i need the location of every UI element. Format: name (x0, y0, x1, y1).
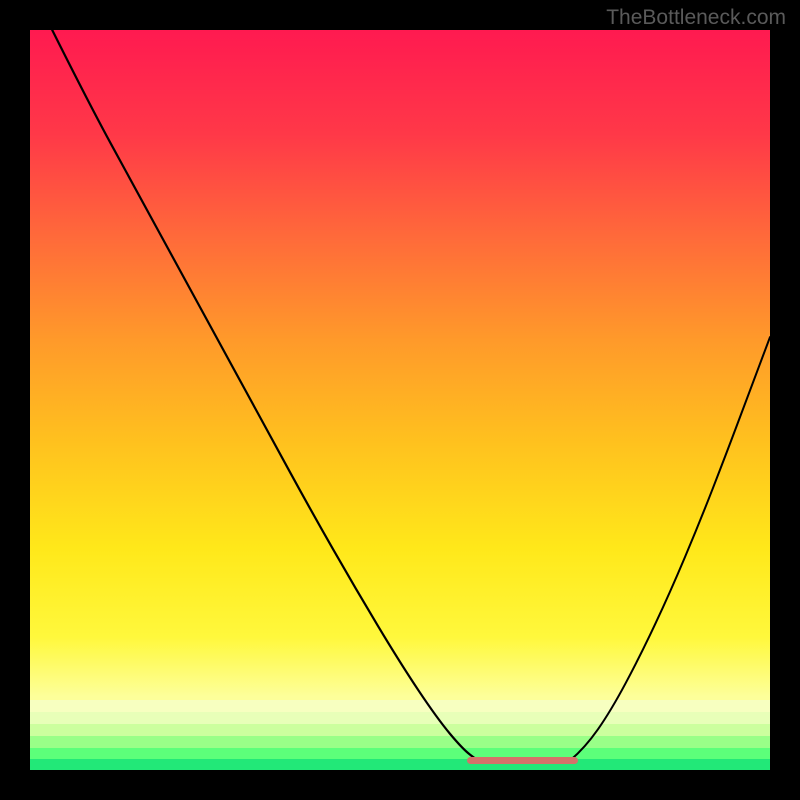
flat-min-segment (467, 757, 578, 764)
curve-right (570, 337, 770, 760)
curves-svg (30, 30, 770, 770)
curve-left (52, 30, 478, 760)
plot-area (30, 30, 770, 770)
watermark: TheBottleneck.com (606, 6, 786, 30)
